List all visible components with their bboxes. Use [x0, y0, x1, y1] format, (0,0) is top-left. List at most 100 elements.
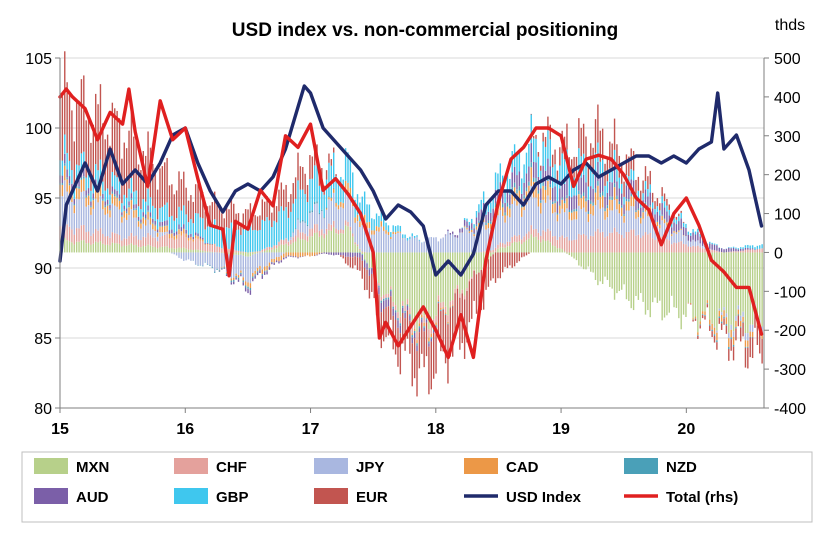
bar-segment-jpy	[302, 221, 303, 232]
bar-segment-aud	[164, 221, 165, 225]
bar-segment-gbp	[616, 169, 617, 181]
bar-segment-chf	[516, 236, 517, 242]
bar-segment-gbp	[62, 161, 63, 176]
bar-segment-mxn	[193, 250, 194, 252]
bar-segment-aud	[581, 178, 582, 195]
bar-segment-mxn	[621, 252, 622, 289]
bar-segment-mxn	[440, 252, 441, 302]
bar-segment-aud	[207, 243, 208, 244]
bar-segment-jpy	[752, 325, 753, 332]
bar-segment-gbp	[114, 175, 115, 189]
bar-segment-cad	[619, 204, 620, 213]
bar-segment-nzd	[319, 213, 320, 214]
bar-segment-eur	[309, 155, 310, 179]
bar-segment-chf	[404, 305, 405, 310]
bar-segment-gbp	[490, 203, 491, 213]
bar-segment-chf	[395, 305, 396, 310]
bar-segment-eur	[423, 331, 424, 367]
bar-segment-mxn	[592, 252, 593, 272]
bar-segment-mxn	[547, 240, 548, 252]
bar-segment-gbp	[100, 160, 101, 176]
bar-segment-jpy	[519, 203, 520, 234]
bar-segment-eur	[676, 217, 677, 220]
bar-segment-aud	[604, 197, 605, 209]
bar-segment-gbp	[371, 218, 372, 230]
bar-segment-jpy	[162, 232, 163, 236]
bar-segment-nzd	[638, 209, 639, 211]
bar-segment-jpy	[638, 217, 639, 235]
bar-segment-jpy	[378, 232, 379, 253]
bar-segment-chf	[464, 296, 465, 300]
bar-segment-nzd	[469, 230, 470, 231]
bar-segment-aud	[264, 272, 265, 275]
bar-segment-nzd	[526, 188, 527, 192]
bar-segment-gbp	[159, 208, 160, 222]
bar-segment-nzd	[121, 215, 122, 216]
bar-segment-gbp	[176, 218, 177, 231]
bar-segment-nzd	[102, 199, 103, 201]
bar-segment-nzd	[557, 213, 558, 215]
bar-segment-eur	[700, 325, 701, 328]
bar-segment-chf	[611, 233, 612, 253]
bar-segment-chf	[561, 235, 562, 249]
bar-segment-mxn	[378, 252, 379, 283]
bar-segment-jpy	[464, 227, 465, 252]
bar-segment-mxn	[181, 248, 182, 252]
bar-segment-jpy	[269, 252, 270, 262]
bar-segment-aud	[190, 234, 191, 237]
bar-segment-gbp	[214, 219, 215, 243]
bar-segment-cad	[266, 266, 267, 271]
bar-segment-chf	[502, 243, 503, 247]
bar-segment-chf	[243, 252, 244, 253]
bar-segment-chf	[435, 316, 436, 323]
bar-segment-chf	[152, 237, 153, 246]
bar-segment-jpy	[507, 216, 508, 242]
bar-segment-aud	[619, 189, 620, 202]
bar-segment-cad	[74, 205, 75, 213]
bar-segment-eur	[307, 185, 308, 202]
bar-segment-eur	[197, 184, 198, 213]
bar-segment-aud	[335, 252, 336, 254]
bar-segment-nzd	[328, 196, 329, 197]
bar-segment-jpy	[402, 238, 403, 252]
bar-segment-chf	[385, 294, 386, 298]
bar-segment-chf	[138, 240, 139, 247]
bar-segment-mxn	[212, 252, 213, 253]
bar-segment-jpy	[109, 217, 110, 237]
bar-segment-chf	[407, 299, 408, 304]
bar-segment-aud	[421, 319, 422, 322]
bar-segment-eur	[697, 336, 698, 339]
bar-segment-eur	[654, 201, 655, 209]
bar-segment-nzd	[390, 290, 391, 291]
bar-segment-nzd	[609, 196, 610, 199]
bar-segment-mxn	[290, 244, 291, 252]
bar-segment-aud	[197, 233, 198, 236]
bar-segment-jpy	[316, 203, 317, 224]
bar-segment-jpy	[578, 206, 579, 234]
bar-segment-cad	[421, 315, 422, 318]
bar-segment-aud	[333, 252, 334, 255]
bar-segment-gbp	[188, 222, 189, 235]
bar-segment-cad	[369, 222, 370, 228]
bar-segment-eur	[531, 114, 532, 115]
bar-segment-eur	[545, 137, 546, 147]
bar-segment-nzd	[623, 214, 624, 216]
bar-segment-mxn	[343, 234, 344, 253]
bar-segment-cad	[416, 340, 417, 343]
bar-segment-mxn	[752, 252, 753, 324]
bar-segment-eur	[414, 338, 415, 378]
bar-segment-nzd	[745, 347, 746, 348]
bar-segment-mxn	[407, 252, 408, 299]
bar-segment-jpy	[557, 221, 558, 239]
bar-segment-eur	[714, 336, 715, 343]
bar-segment-chf	[105, 236, 106, 244]
bar-segment-mxn	[66, 240, 67, 252]
bar-segment-aud	[611, 182, 612, 196]
bar-segment-mxn	[509, 246, 510, 252]
bar-segment-aud	[243, 282, 244, 285]
bar-segment-nzd	[657, 221, 658, 222]
bar-segment-eur	[262, 199, 263, 220]
bar-segment-aud	[671, 227, 672, 234]
bar-segment-cad	[547, 181, 548, 195]
bar-segment-gbp	[557, 184, 558, 202]
